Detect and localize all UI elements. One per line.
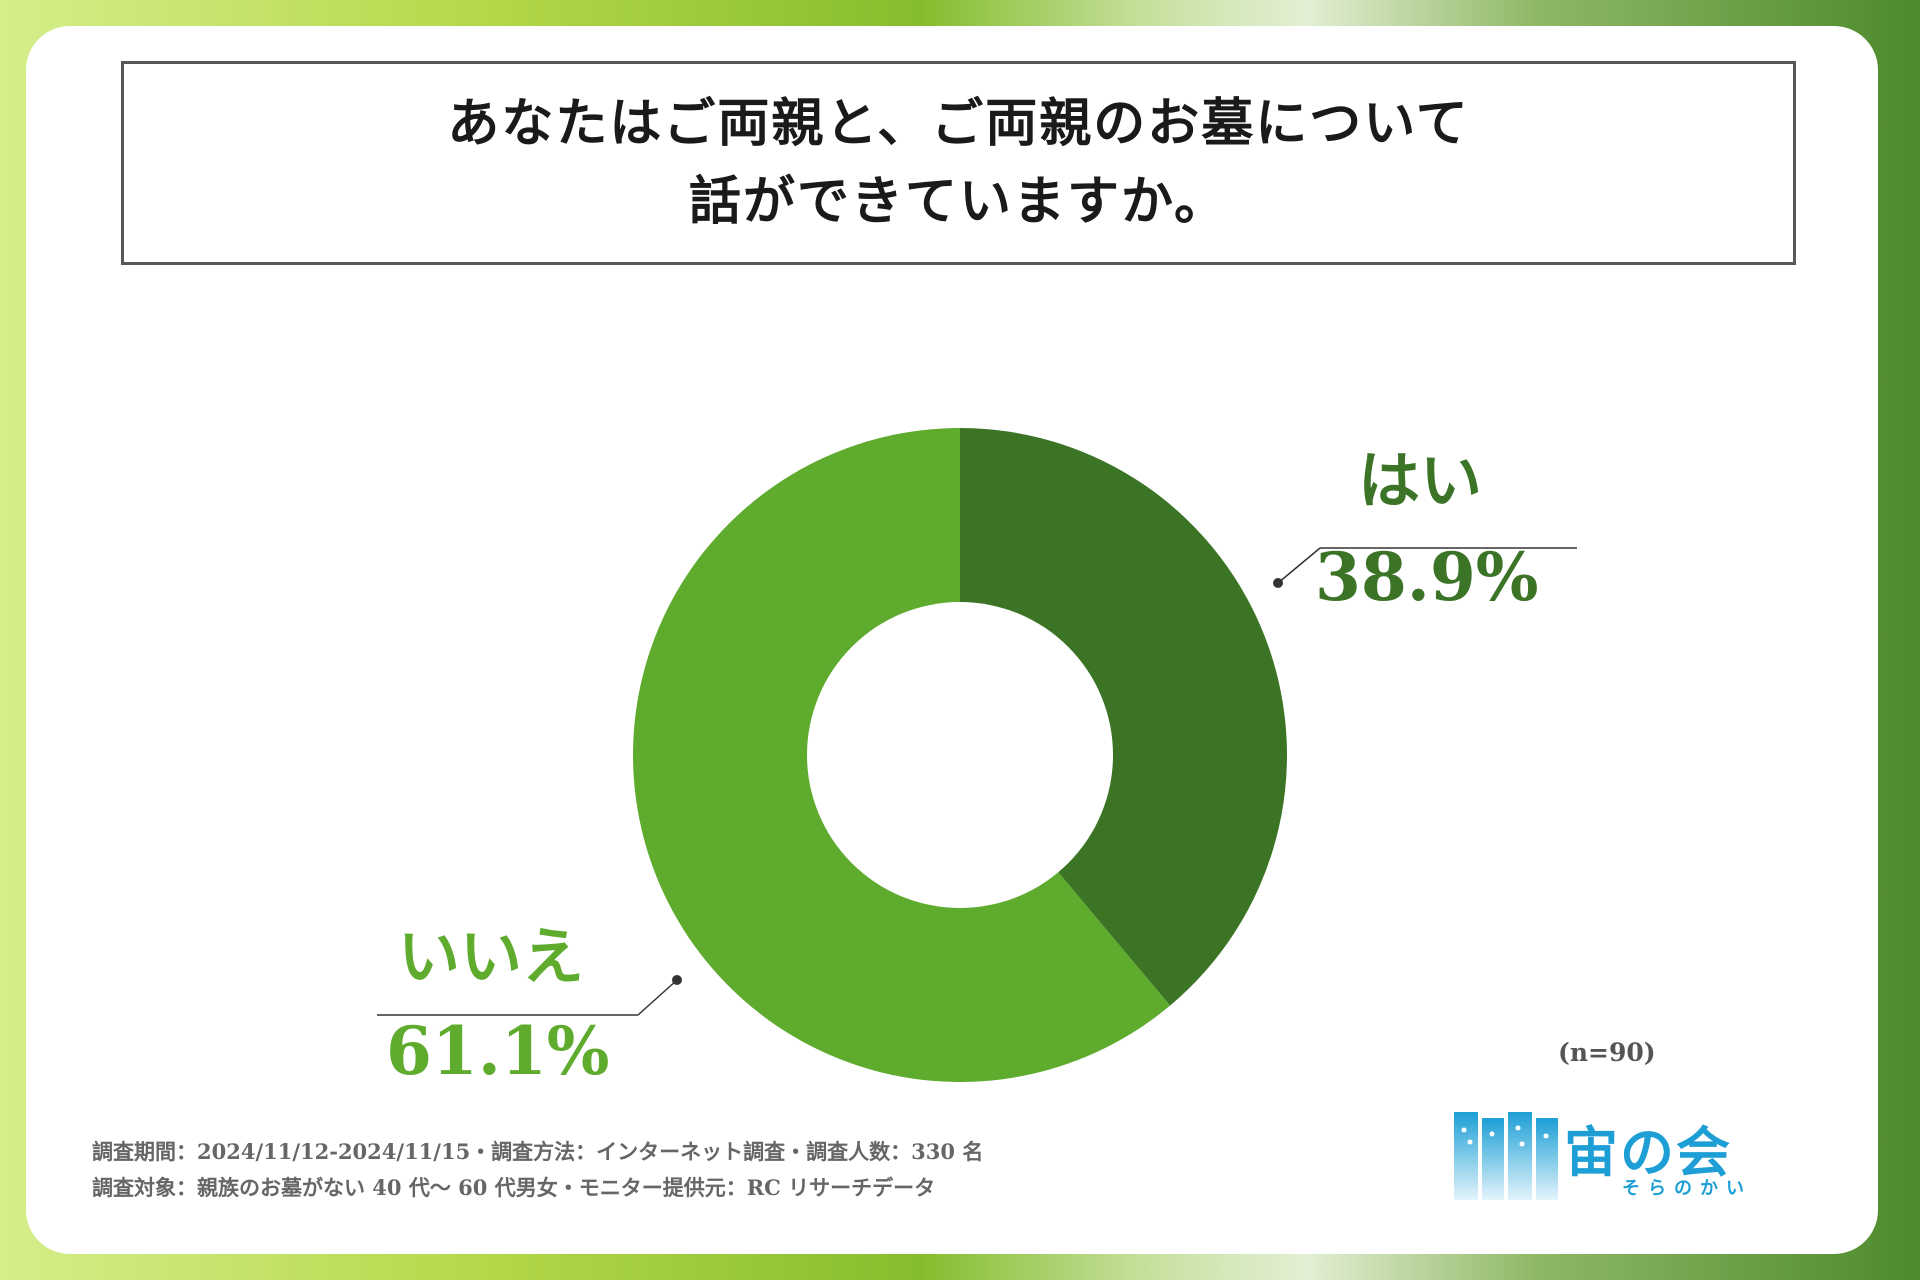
slice-label-yes: はい bbox=[1358, 444, 1483, 517]
chart-title-box: あなたはご両親と、ご両親のお墓について 話ができていますか。 bbox=[121, 61, 1796, 265]
leader-line-yes-diagonal bbox=[1277, 547, 1321, 584]
leader-dot-no bbox=[672, 975, 682, 985]
slice-label-no: いいえ bbox=[398, 920, 585, 993]
logo: 宙の会 そらのかい bbox=[1452, 1112, 1772, 1202]
leader-dot-yes bbox=[1273, 578, 1283, 588]
sample-size: (n=90) bbox=[1558, 1038, 1656, 1067]
slice-value-no: 61.1% bbox=[386, 1012, 610, 1090]
logo-name: 宙の会 bbox=[1564, 1121, 1732, 1184]
chart-title-line-2: 話ができていますか。 bbox=[689, 172, 1228, 232]
leader-line-no-diagonal bbox=[637, 979, 678, 1016]
survey-info-line-2: 調査対象：親族のお墓がない 40 代〜 60 代男女・モニター提供元：RC リサ… bbox=[92, 1175, 936, 1200]
chart-title-line-1: あなたはご両親と、ご両親のお墓について bbox=[447, 94, 1470, 154]
logo-mark-icon bbox=[1454, 1112, 1558, 1200]
survey-info-line-1: 調査期間：2024/11/12-2024/11/15・調査方法：インターネット調… bbox=[92, 1139, 984, 1164]
slice-yes bbox=[960, 428, 1287, 1006]
donut-hole bbox=[807, 602, 1113, 908]
slice-value-yes: 38.9% bbox=[1315, 538, 1539, 616]
logo-kana: そらのかい bbox=[1622, 1178, 1752, 1199]
